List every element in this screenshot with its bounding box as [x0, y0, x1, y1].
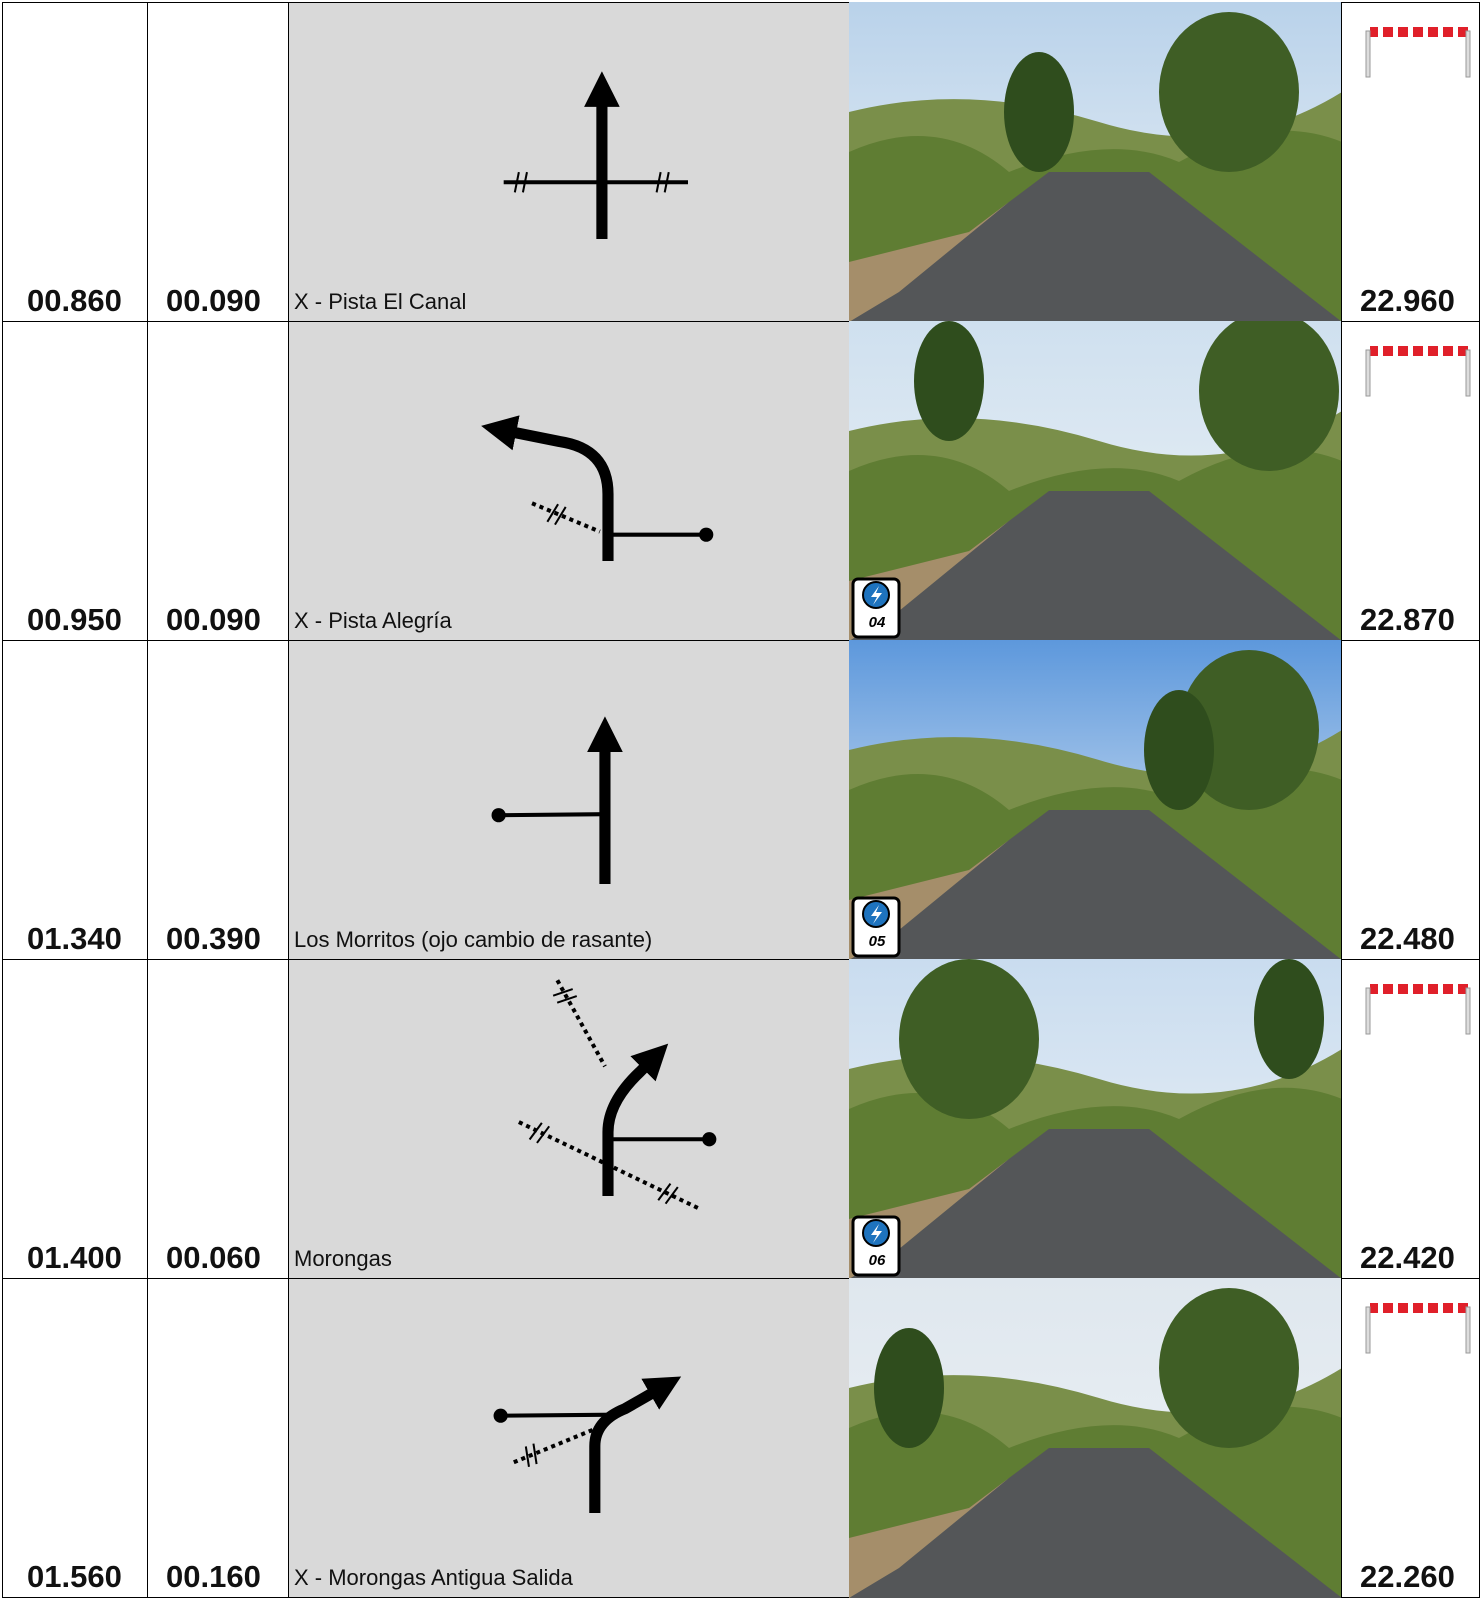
barrier-icon [1364, 1299, 1474, 1359]
remaining-cell: 22.870 [1341, 321, 1480, 641]
total-cell: 01.560 [2, 1278, 148, 1598]
route-diagram [289, 641, 849, 959]
total-distance: 01.340 [27, 921, 122, 957]
total-distance: 00.950 [27, 602, 122, 638]
remaining-cell: 22.960 [1341, 2, 1480, 322]
roadbook-row: 01.340 00.390 Los Morritos (ojo cambio de … [2, 640, 1480, 960]
route-diagram [289, 3, 849, 321]
remaining-cell: 22.260 [1341, 1278, 1480, 1598]
photo-cell: 06 [849, 959, 1342, 1279]
partial-cell: 00.090 [147, 321, 289, 641]
remaining-cell: 22.480 [1341, 640, 1480, 960]
roadbook: 00.86000.090X - Pista El Canal 22.96000.… [0, 0, 1484, 1604]
roadbook-row: 00.860 00.090 X - Pista El Canal 22.960 [2, 2, 1480, 322]
partial-distance: 00.390 [166, 921, 261, 957]
photo-cell [849, 2, 1342, 322]
photo-cell [849, 1278, 1342, 1598]
diagram-cell: Los Morritos (ojo cambio de rasante) [288, 640, 850, 960]
photo-cell: 04 [849, 321, 1342, 641]
description: X - Pista El Canal [294, 289, 466, 315]
road-photo [849, 640, 1342, 960]
route-diagram [289, 960, 849, 1278]
partial-cell: 00.090 [147, 2, 289, 322]
description: X - Pista Alegría [294, 608, 452, 634]
partial-distance: 00.160 [166, 1559, 261, 1595]
remaining-distance: 22.870 [1360, 602, 1455, 638]
diagram-cell: Morongas [288, 959, 850, 1279]
partial-distance: 00.090 [166, 602, 261, 638]
description: Morongas [294, 1246, 392, 1272]
route-diagram [289, 1279, 849, 1597]
total-distance: 00.860 [27, 283, 122, 319]
photo-cell: 05 [849, 640, 1342, 960]
total-cell: 01.400 [2, 959, 148, 1279]
total-distance: 01.400 [27, 1240, 122, 1276]
diagram-cell: X - Morongas Antigua Salida [288, 1278, 850, 1598]
roadbook-row: 01.400 00.060 Morongas 06 22.420 [2, 959, 1480, 1279]
remaining-cell: 22.420 [1341, 959, 1480, 1279]
road-photo [849, 959, 1342, 1279]
description: X - Morongas Antigua Salida [294, 1565, 573, 1591]
barrier-icon [1364, 23, 1474, 83]
road-photo [849, 1278, 1342, 1598]
total-cell: 00.860 [2, 2, 148, 322]
total-cell: 01.340 [2, 640, 148, 960]
marshal-badge: 04 [857, 614, 897, 631]
partial-distance: 00.090 [166, 283, 261, 319]
barrier-icon [1364, 342, 1474, 402]
diagram-cell: X - Pista Alegría [288, 321, 850, 641]
total-cell: 00.950 [2, 321, 148, 641]
remaining-distance: 22.420 [1360, 1240, 1455, 1276]
remaining-distance: 22.260 [1360, 1559, 1455, 1595]
partial-cell: 00.060 [147, 959, 289, 1279]
road-photo [849, 321, 1342, 641]
road-photo [849, 2, 1342, 322]
marshal-badge: 06 [857, 1252, 897, 1269]
total-distance: 01.560 [27, 1559, 122, 1595]
roadbook-row: 00.950 00.090 X - Pista Alegría 04 22.870 [2, 321, 1480, 641]
partial-cell: 00.160 [147, 1278, 289, 1598]
marshal-badge: 05 [857, 933, 897, 950]
remaining-distance: 22.480 [1360, 921, 1455, 957]
description: Los Morritos (ojo cambio de rasante) [294, 927, 652, 953]
partial-distance: 00.060 [166, 1240, 261, 1276]
remaining-distance: 22.960 [1360, 283, 1455, 319]
partial-cell: 00.390 [147, 640, 289, 960]
diagram-cell: X - Pista El Canal [288, 2, 850, 322]
route-diagram [289, 322, 849, 640]
barrier-icon [1364, 980, 1474, 1040]
